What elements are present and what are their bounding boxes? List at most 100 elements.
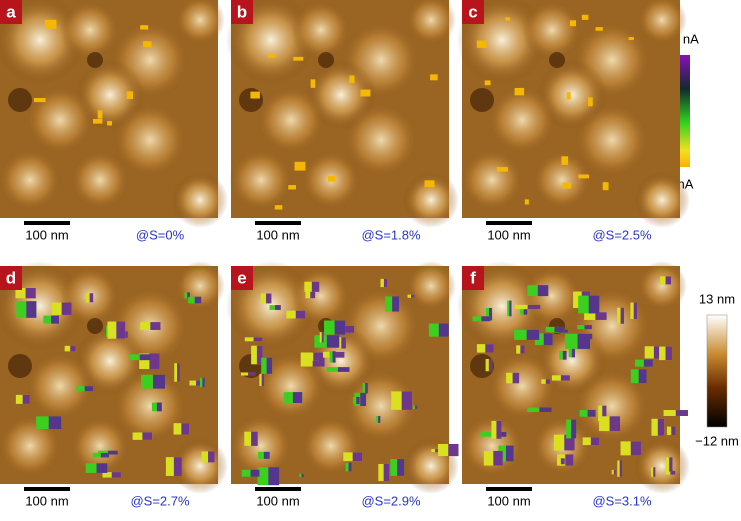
- current-spot: [143, 41, 152, 48]
- current-spot: [194, 296, 202, 304]
- current-spot: [341, 337, 346, 349]
- current-spot: [401, 391, 413, 410]
- current-spot: [202, 377, 205, 388]
- current-spot: [310, 79, 316, 88]
- current-spot: [336, 337, 346, 349]
- colorbar-max: 13 nm: [699, 291, 735, 306]
- current-spot: [22, 394, 30, 404]
- current-spot: [139, 354, 151, 361]
- current-spot: [334, 320, 346, 335]
- current-spot: [269, 305, 281, 310]
- current-spot: [671, 426, 676, 436]
- afm-panel: b 100 nm @S=1.8%: [226, 0, 459, 242]
- afm-panel: d 100 nm @S=2.7%: [0, 261, 228, 508]
- current-spot: [507, 300, 512, 317]
- current-spot: [61, 302, 72, 315]
- current-spot: [89, 293, 94, 303]
- current-spot: [588, 295, 600, 314]
- current-spot: [630, 302, 638, 320]
- current-spot: [506, 372, 520, 384]
- current-spot: [251, 431, 258, 446]
- current-spot: [438, 323, 449, 337]
- current-spot: [613, 469, 616, 475]
- current-spot: [520, 345, 525, 354]
- current-spot: [360, 89, 371, 97]
- current-spot: [665, 346, 672, 361]
- current-spot: [293, 56, 304, 61]
- current-spot: [256, 345, 263, 365]
- current-spot: [140, 25, 149, 30]
- current-spot: [196, 380, 203, 386]
- strain-label: @S=3.1%: [592, 493, 652, 508]
- current-spot: [274, 205, 283, 210]
- current-spot: [312, 352, 325, 367]
- current-spot: [602, 405, 607, 422]
- current-spot: [559, 350, 567, 360]
- current-spot: [514, 329, 540, 340]
- strain-label: @S=2.9%: [361, 493, 421, 508]
- current-spot: [524, 199, 529, 205]
- afm-panel: a 100 nm @S=0%: [0, 0, 228, 242]
- panel-label-box: [462, 0, 484, 24]
- current-spot: [383, 278, 388, 288]
- current-spot: [566, 92, 571, 100]
- current-spot: [643, 359, 653, 367]
- current-spot: [378, 416, 381, 423]
- current-spot: [173, 457, 182, 476]
- current-spot: [97, 110, 103, 119]
- panel-label-box: [0, 0, 22, 24]
- current-spot: [488, 358, 493, 372]
- current-spot: [485, 344, 494, 353]
- current-spot: [116, 321, 126, 339]
- current-spot: [294, 161, 306, 171]
- scale-bar: [24, 221, 70, 225]
- panel-label-box: [231, 266, 253, 290]
- current-spot: [305, 287, 316, 299]
- current-spot: [571, 419, 577, 439]
- current-spot: [435, 449, 439, 453]
- current-spot: [267, 54, 276, 58]
- current-spot: [142, 432, 153, 440]
- current-spot: [554, 326, 564, 333]
- current-spot: [657, 418, 665, 436]
- current-spot: [633, 302, 638, 320]
- current-spot: [149, 353, 160, 370]
- scale-bar-label: 100 nm: [256, 493, 299, 508]
- current-spot: [493, 450, 503, 466]
- current-spot: [537, 285, 549, 297]
- scale-bar: [255, 221, 301, 225]
- current-spot: [295, 310, 306, 319]
- current-spot: [651, 467, 656, 477]
- current-spot: [527, 304, 541, 310]
- colorbar-min: −12 nm: [695, 433, 739, 448]
- current-spot: [551, 375, 570, 381]
- current-spot: [250, 91, 260, 99]
- current-spot: [380, 278, 388, 288]
- current-spot: [526, 329, 540, 340]
- current-spot: [565, 454, 574, 466]
- strain-label: @S=1.8%: [361, 227, 421, 242]
- current-spot: [383, 463, 389, 482]
- scale-bar-label: 100 nm: [487, 227, 530, 242]
- current-spot: [354, 392, 367, 406]
- current-spot: [313, 352, 319, 361]
- current-spot: [628, 37, 634, 41]
- current-spot: [326, 367, 350, 372]
- current-spot: [666, 426, 676, 436]
- current-spot: [476, 344, 494, 353]
- scale-bar: [24, 487, 70, 491]
- current-spot: [578, 174, 590, 179]
- current-spot: [85, 463, 108, 473]
- current-spot: [638, 369, 647, 384]
- current-spot: [496, 167, 508, 172]
- current-spot: [670, 470, 676, 475]
- current-spot: [410, 294, 415, 298]
- current-spot: [266, 357, 273, 374]
- current-spot: [541, 379, 551, 384]
- panel-label: d: [6, 268, 16, 287]
- scale-bar-label: 100 nm: [25, 227, 68, 242]
- current-spot: [506, 445, 514, 462]
- current-spot: [107, 450, 118, 455]
- current-spot: [84, 386, 93, 392]
- current-spot: [665, 470, 676, 475]
